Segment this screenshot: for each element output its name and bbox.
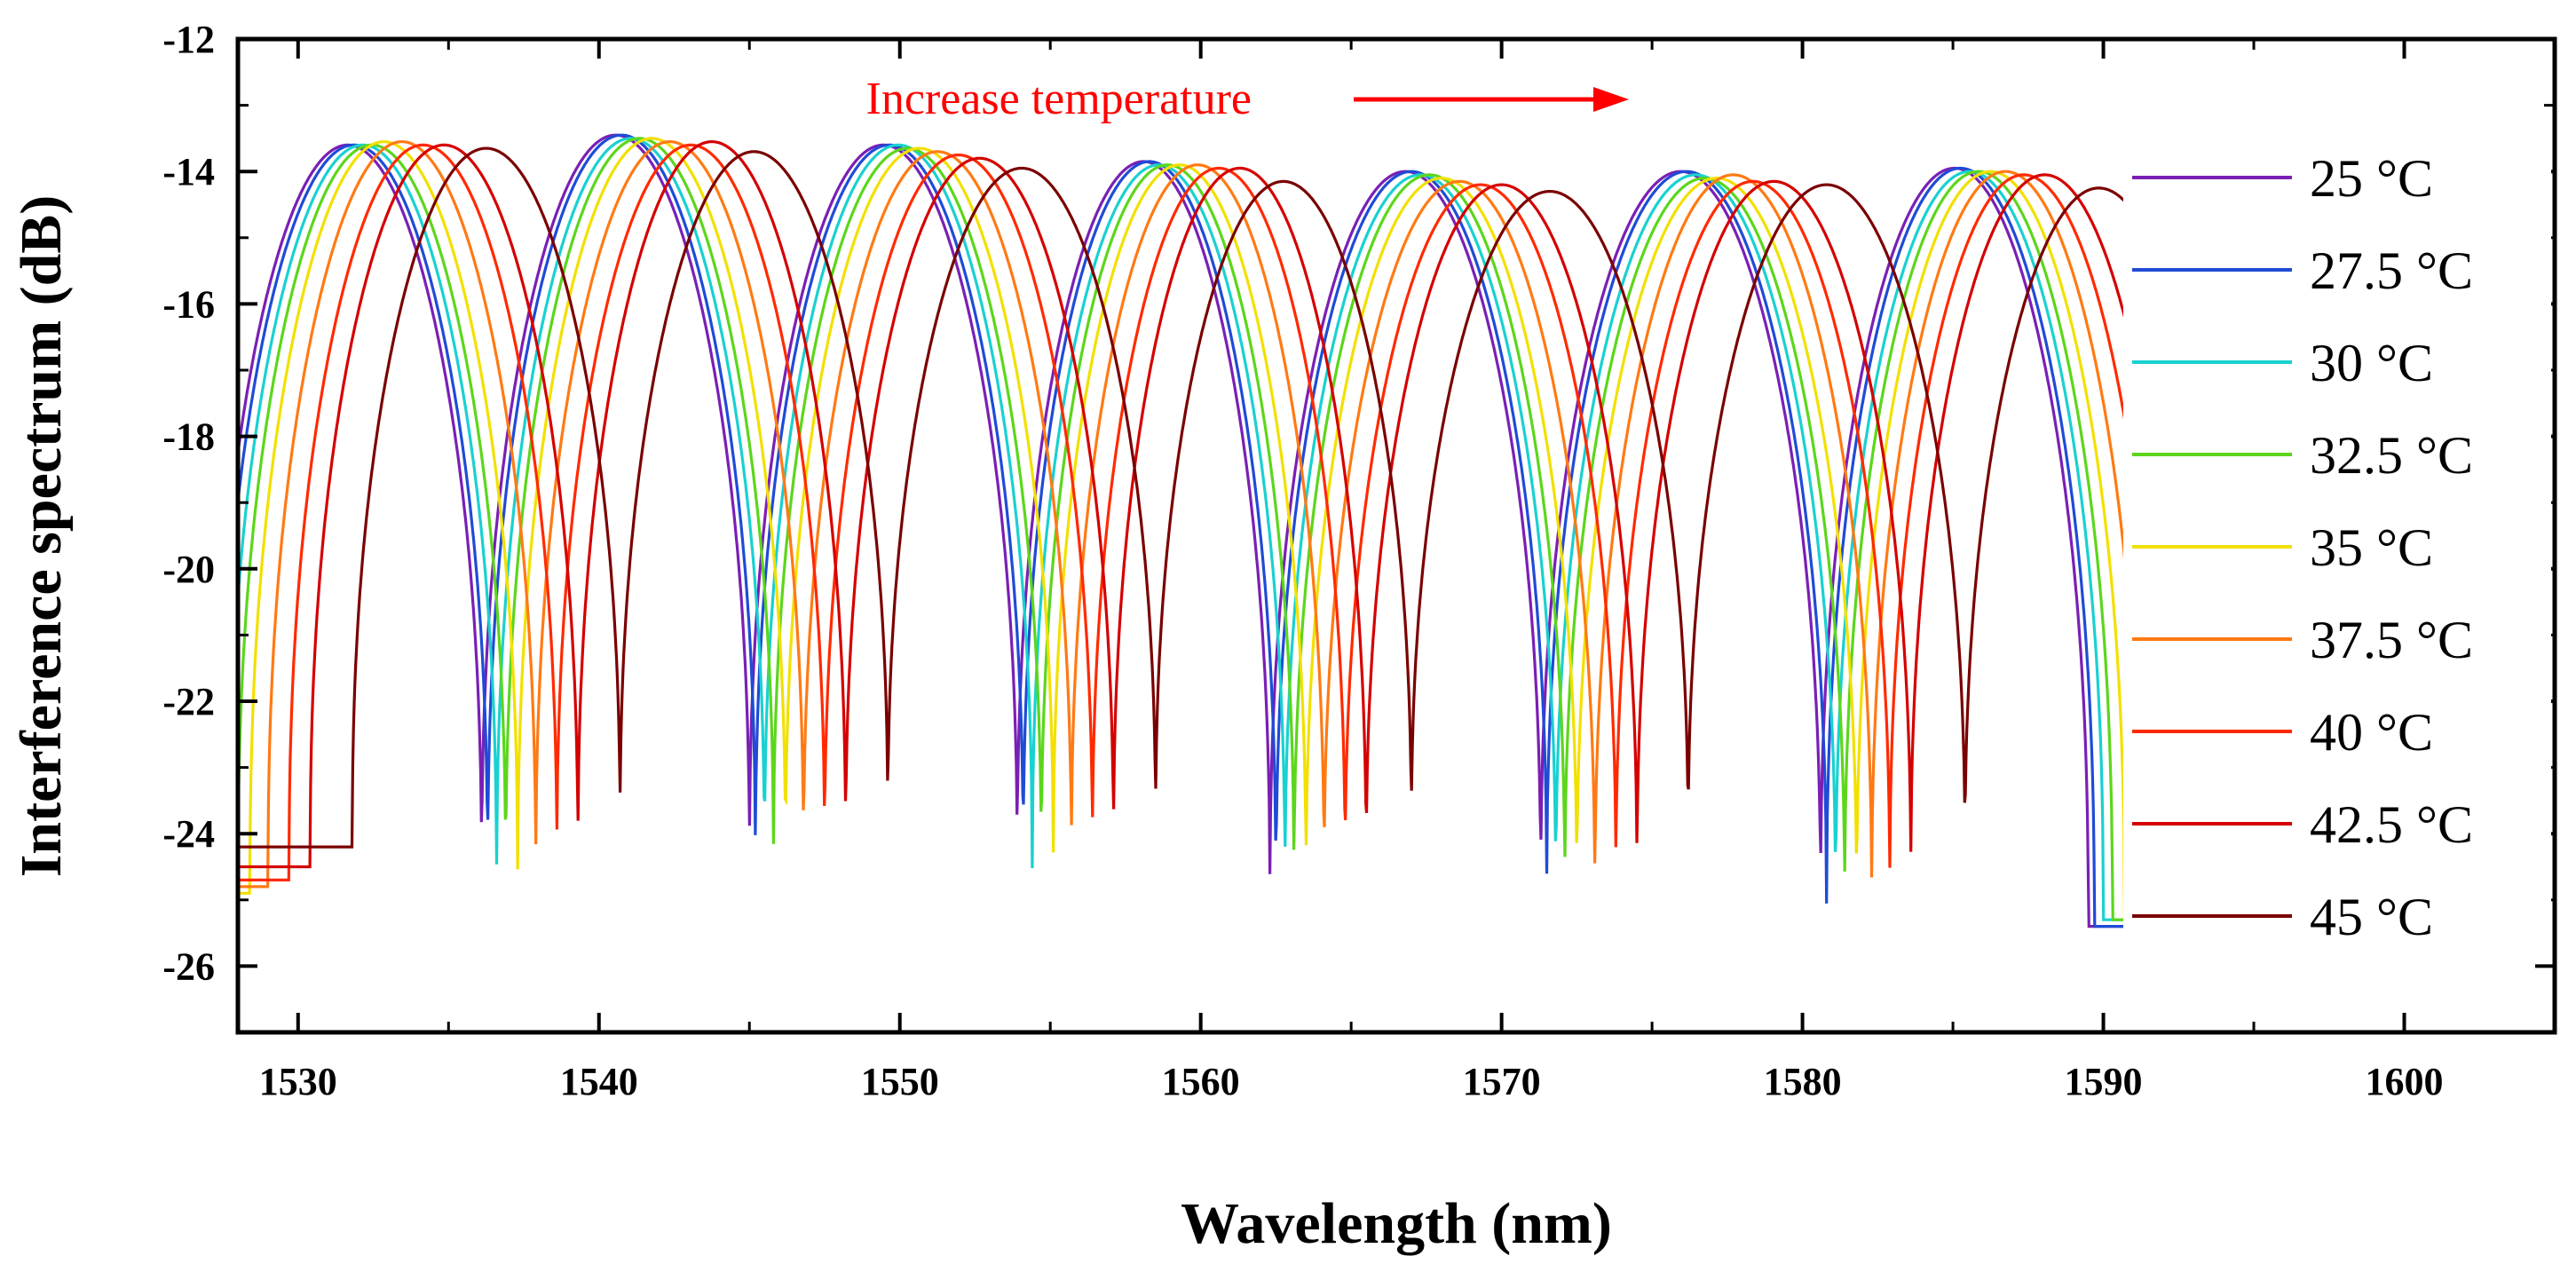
x-tick-label: 1590 xyxy=(2065,1060,2143,1103)
legend-label: 27.5 °C xyxy=(2310,241,2473,300)
y-tick-label: -20 xyxy=(162,548,215,591)
series-line xyxy=(238,143,2130,881)
series-line xyxy=(238,137,2128,921)
arrow-head xyxy=(1593,87,1629,112)
temperature-annotation: Increase temperature xyxy=(866,74,1252,124)
x-tick-label: 1580 xyxy=(1764,1060,1842,1103)
x-tick-label: 1570 xyxy=(1463,1060,1541,1103)
legend-label: 42.5 °C xyxy=(2310,795,2473,854)
x-tick-label: 1560 xyxy=(1162,1060,1240,1103)
legend-label: 30 °C xyxy=(2310,334,2433,392)
series-line xyxy=(238,146,2129,849)
plot-frame xyxy=(235,36,2557,1035)
series-line xyxy=(238,137,2128,921)
legend-label: 40 °C xyxy=(2310,703,2433,762)
x-tick-label: 1600 xyxy=(2366,1060,2444,1103)
legend-label: 37.5 °C xyxy=(2310,611,2473,669)
x-tick-label: 1530 xyxy=(259,1060,337,1103)
y-tick-label: -24 xyxy=(162,812,215,856)
series-line xyxy=(238,140,2130,889)
y-tick-label: -26 xyxy=(162,944,215,988)
y-tick-label: -18 xyxy=(162,415,215,459)
series-line xyxy=(238,140,2130,869)
x-tick-label: 1550 xyxy=(861,1060,939,1103)
y-tick-label: -22 xyxy=(162,680,215,723)
legend-label: 45 °C xyxy=(2310,888,2433,946)
temperature-arrow xyxy=(1354,87,1629,112)
y-tick-label: -16 xyxy=(162,282,215,326)
legend-label: 35 °C xyxy=(2310,518,2433,577)
legend-label: 32.5 °C xyxy=(2310,426,2473,485)
x-tick-label: 1540 xyxy=(560,1060,638,1103)
y-tick-label: -12 xyxy=(162,18,215,61)
legend: 25 °C 27.5 °C 30 °C 32.5 °C 35 °C 37.5 °C 40 °… xyxy=(2123,142,2551,950)
series-layer xyxy=(238,133,2130,928)
legend-label: 25 °C xyxy=(2310,149,2433,208)
y-tick-label: -14 xyxy=(162,150,215,194)
x-axis-ticks: 1530 1540 1550 1560 1570 1580 1590 1600 xyxy=(259,39,2556,1103)
x-axis-title: Wavelength (nm) xyxy=(1181,1191,1612,1256)
y-axis-title: Interference spectrum (dB) xyxy=(9,195,74,878)
